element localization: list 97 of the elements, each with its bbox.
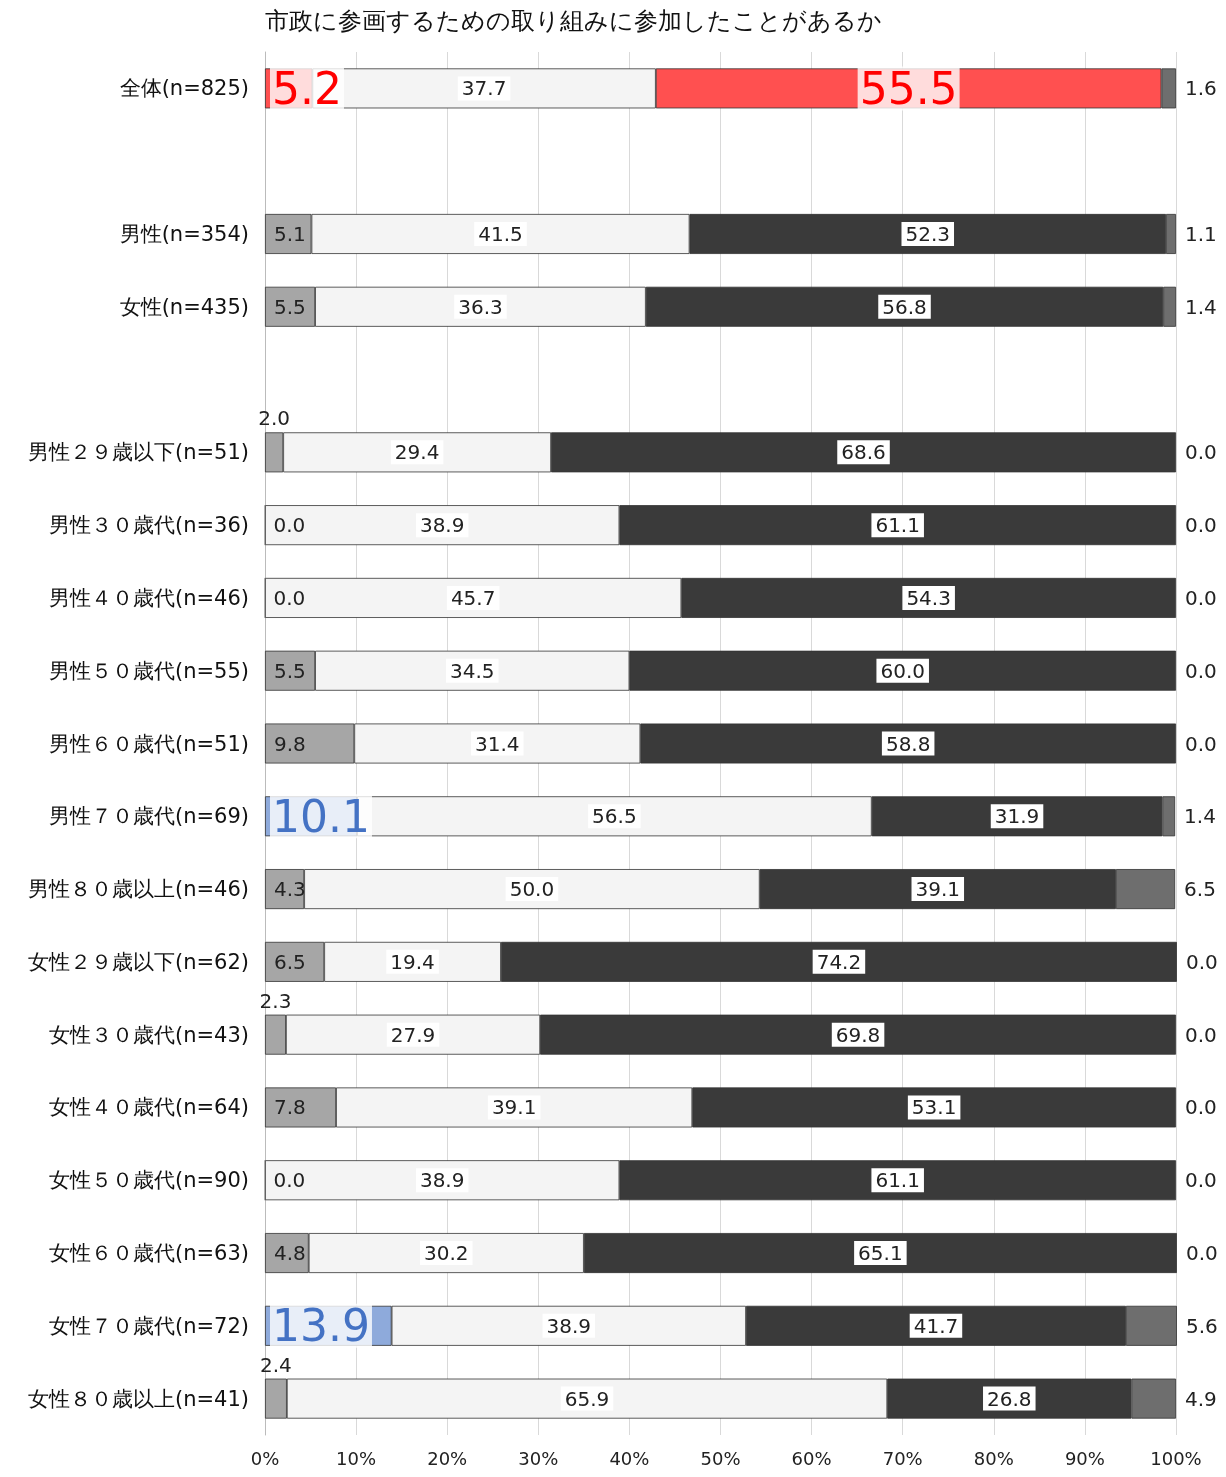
y-tick-label: 女性７０歳代(n=72) xyxy=(48,1313,249,1338)
data-label: 74.2 xyxy=(816,949,862,974)
data-label: 61.1 xyxy=(875,513,920,538)
data-label: 2.4 xyxy=(260,1352,292,1377)
data-label: 38.9 xyxy=(546,1313,592,1338)
data-label: 38.9 xyxy=(419,513,465,538)
data-label: 36.3 xyxy=(458,294,503,319)
data-label: 0.0 xyxy=(1185,1095,1217,1120)
data-label: 5.1 xyxy=(274,221,306,246)
x-tick-label: 100% xyxy=(1150,1447,1202,1469)
data-label: 50.0 xyxy=(509,877,555,902)
y-tick-label: 男性(n=354) xyxy=(119,221,249,246)
y-tick-label: 女性２９歳以下(n=62) xyxy=(27,949,249,974)
data-label: 68.6 xyxy=(841,440,886,465)
data-label: 56.8 xyxy=(882,294,927,319)
data-label: 39.1 xyxy=(915,877,961,902)
data-label: 19.4 xyxy=(390,949,435,974)
x-tick-label: 80% xyxy=(973,1447,1014,1469)
x-tick-label: 0% xyxy=(250,1447,280,1469)
y-tick-label: 女性８０歳以上(n=41) xyxy=(27,1386,249,1411)
data-label: 69.8 xyxy=(835,1022,881,1047)
data-label: 5.5 xyxy=(274,294,306,319)
data-label: 5.2 xyxy=(272,62,342,114)
data-label: 9.8 xyxy=(274,731,306,756)
y-tick-label: 男性４０歳代(n=46) xyxy=(48,585,249,610)
data-label: 6.5 xyxy=(1184,877,1216,902)
y-tick-label: 男性８０歳以上(n=46) xyxy=(27,877,249,902)
data-label: 0.0 xyxy=(273,1168,306,1193)
data-label: 37.7 xyxy=(461,76,507,101)
data-label: 0.0 xyxy=(1185,440,1217,465)
y-tick-label: 全体(n=825) xyxy=(119,76,249,101)
data-label: 54.3 xyxy=(906,585,951,610)
x-tick-label: 40% xyxy=(609,1447,650,1469)
data-label: 0.0 xyxy=(1185,1241,1218,1266)
data-label: 41.5 xyxy=(478,221,523,246)
data-label: 38.9 xyxy=(419,1168,465,1193)
data-label: 2.0 xyxy=(258,406,291,431)
data-label: 1.6 xyxy=(1185,76,1217,101)
data-label: 6.5 xyxy=(274,949,306,974)
y-tick-label: 女性５０歳代(n=90) xyxy=(48,1168,249,1193)
data-label: 27.9 xyxy=(390,1022,436,1047)
y-tick-label: 女性４０歳代(n=64) xyxy=(48,1095,249,1120)
data-label: 5.5 xyxy=(274,658,306,683)
y-tick-label: 女性(n=435) xyxy=(119,294,249,319)
data-label: 26.8 xyxy=(987,1386,1032,1411)
chart-title: 市政に参画するための取り組みに参加したことがあるか xyxy=(265,7,882,35)
data-label: 0.0 xyxy=(1185,585,1217,610)
y-tick-label: 男性５０歳代(n=55) xyxy=(48,658,249,683)
data-label: 5.6 xyxy=(1185,1313,1218,1338)
data-label: 0.0 xyxy=(273,513,306,538)
data-label: 65.1 xyxy=(858,1241,903,1266)
data-label: 1.4 xyxy=(1184,804,1216,829)
data-label: 1.1 xyxy=(1185,221,1217,246)
data-label: 61.1 xyxy=(875,1168,920,1193)
data-label: 31.9 xyxy=(994,804,1040,829)
data-label: 0.0 xyxy=(1185,658,1217,683)
x-tick-label: 50% xyxy=(700,1447,741,1469)
data-label: 10.1 xyxy=(272,790,370,842)
x-tick-label: 90% xyxy=(1064,1447,1105,1469)
y-tick-label: 女性６０歳代(n=63) xyxy=(48,1241,249,1266)
y-tick-label: 男性３０歳代(n=36) xyxy=(48,513,249,538)
data-label: 29.4 xyxy=(394,440,440,465)
data-label: 1.4 xyxy=(1185,294,1217,319)
data-label: 52.3 xyxy=(905,221,951,246)
data-label: 39.1 xyxy=(491,1095,537,1120)
data-label: 4.9 xyxy=(1185,1386,1217,1411)
data-label: 41.7 xyxy=(913,1313,959,1338)
data-label: 0.0 xyxy=(1185,1168,1217,1193)
data-label: 58.8 xyxy=(885,731,931,756)
x-tick-label: 20% xyxy=(427,1447,468,1469)
data-label: 65.9 xyxy=(564,1386,610,1411)
data-label: 0.0 xyxy=(1185,731,1217,756)
y-tick-label: 男性６０歳代(n=51) xyxy=(48,731,249,756)
data-label: 4.8 xyxy=(274,1241,306,1266)
data-label: 0.0 xyxy=(1185,949,1218,974)
data-label: 30.2 xyxy=(424,1241,469,1266)
data-label: 56.5 xyxy=(592,804,637,829)
data-label: 34.5 xyxy=(449,658,495,683)
x-tick-label: 60% xyxy=(791,1447,832,1469)
y-tick-label: 女性３０歳代(n=43) xyxy=(48,1022,249,1047)
data-label: 60.0 xyxy=(880,658,925,683)
data-label: 2.3 xyxy=(259,988,292,1013)
x-tick-label: 70% xyxy=(882,1447,923,1469)
data-label: 31.4 xyxy=(475,731,520,756)
y-tick-label: 男性２９歳以下(n=51) xyxy=(27,440,249,465)
data-label: 0.0 xyxy=(1185,513,1217,538)
data-label: 55.5 xyxy=(859,62,958,114)
data-label: 13.9 xyxy=(272,1300,370,1352)
data-label: 0.0 xyxy=(1185,1022,1217,1047)
data-label: 4.3 xyxy=(274,877,306,902)
data-label: 53.1 xyxy=(911,1095,957,1120)
x-tick-label: 10% xyxy=(336,1447,377,1469)
data-label: 7.8 xyxy=(274,1095,306,1120)
data-label: 45.7 xyxy=(450,585,496,610)
x-tick-label: 30% xyxy=(518,1447,559,1469)
data-label: 0.0 xyxy=(273,585,306,610)
y-tick-label: 男性７０歳代(n=69) xyxy=(48,804,249,829)
